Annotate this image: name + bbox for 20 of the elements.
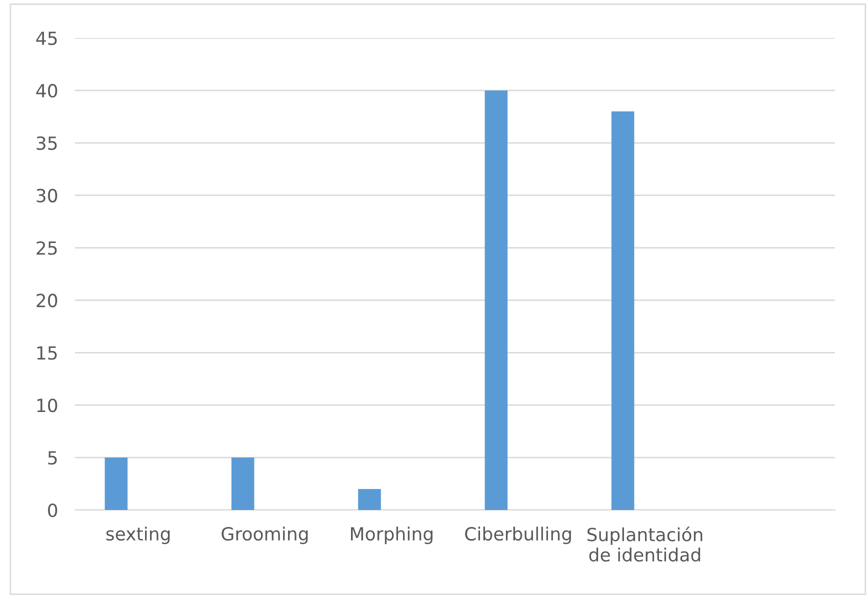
y-tick-label: 5 — [48, 451, 57, 465]
y-tick-label: 35 — [36, 136, 57, 150]
y-tick-label: 30 — [36, 188, 58, 202]
x-tick-label: sexting — [106, 526, 170, 544]
y-tick-label: 40 — [36, 84, 58, 98]
x-tick-label: Grooming — [222, 526, 308, 544]
y-tick-label: 10 — [37, 398, 58, 412]
bar — [611, 111, 634, 510]
x-tick-label: Ciberbulling — [465, 526, 571, 544]
x-tick-label: Morphing — [351, 526, 432, 544]
y-tick-label: 45 — [36, 32, 57, 46]
bar — [358, 489, 381, 510]
bar — [484, 90, 508, 510]
bar — [231, 458, 254, 510]
y-tick-label: 15 — [37, 346, 57, 360]
bar — [104, 458, 128, 510]
y-tick-label: 25 — [36, 241, 57, 255]
y-tick-label: 20 — [36, 294, 58, 308]
x-tick-label: Suplantación de identidad — [587, 526, 702, 562]
y-tick-label: 0 — [48, 503, 58, 518]
